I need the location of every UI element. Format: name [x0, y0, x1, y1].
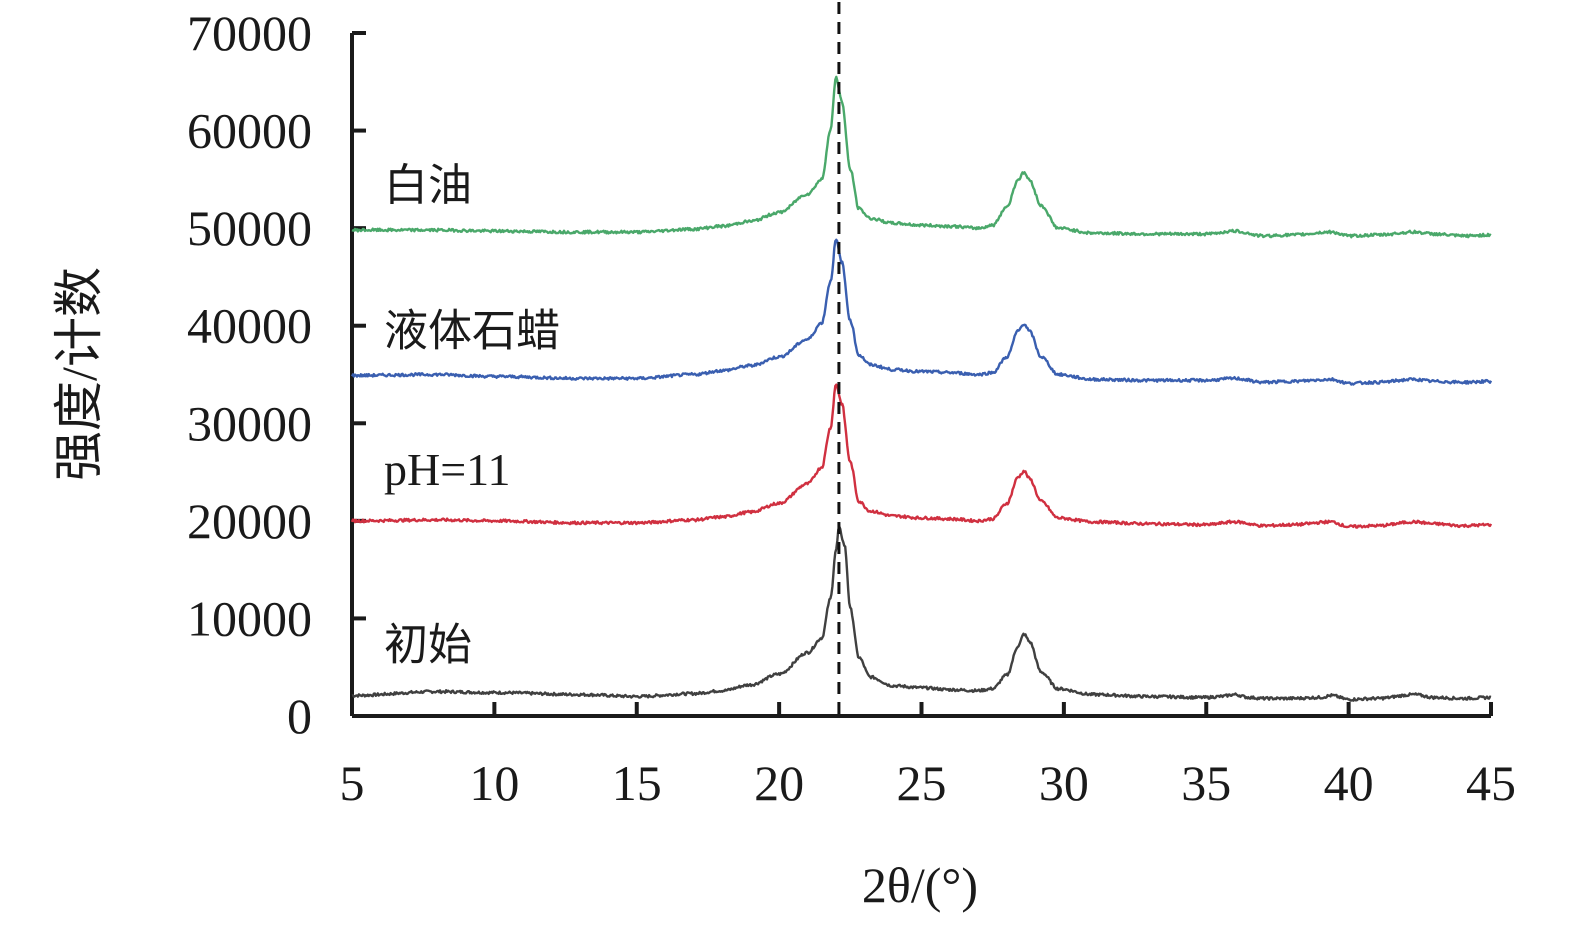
x-tick-label: 30 [1039, 755, 1089, 811]
series-line-3 [351, 75, 1492, 239]
y-tick-label: 10000 [187, 590, 312, 646]
y-axis: 0 10000 20000 30000 40000 50000 60000 70000 [187, 5, 366, 744]
x-tick-label: 15 [612, 755, 662, 811]
series-label-1: pH=11 [384, 444, 510, 495]
y-tick-label: 70000 [187, 5, 312, 61]
x-tick-label: 20 [754, 755, 804, 811]
y-tick-label: 40000 [187, 298, 312, 354]
y-tick-label: 0 [287, 688, 312, 744]
series-label-0: 初始 [384, 620, 472, 671]
y-tick-label: 60000 [187, 103, 312, 159]
x-tick-label: 40 [1324, 755, 1374, 811]
series-line-0 [351, 525, 1492, 702]
x-tick-label: 35 [1181, 755, 1231, 811]
x-tick-label: 10 [469, 755, 519, 811]
series-line-2 [350, 238, 1493, 386]
x-tick-label: 25 [897, 755, 947, 811]
y-tick-label: 50000 [187, 200, 312, 256]
series-layer [350, 75, 1493, 702]
series-label-layer: 初始 pH=11 液体石蜡 白油 [384, 160, 560, 670]
x-tick-label: 45 [1466, 755, 1516, 811]
y-tick-label: 20000 [187, 493, 312, 549]
series-label-2: 液体石蜡 [384, 305, 560, 356]
series-label-3: 白油 [384, 160, 472, 211]
y-tick-label: 30000 [187, 395, 312, 451]
x-tick-label: 5 [340, 755, 365, 811]
series-line-1 [350, 383, 1493, 529]
x-axis: 5 10 15 20 25 30 35 40 45 [340, 702, 1516, 811]
y-axis-title: 强度/计数 [51, 267, 107, 481]
x-axis-title: 2θ/(°) [862, 857, 978, 913]
